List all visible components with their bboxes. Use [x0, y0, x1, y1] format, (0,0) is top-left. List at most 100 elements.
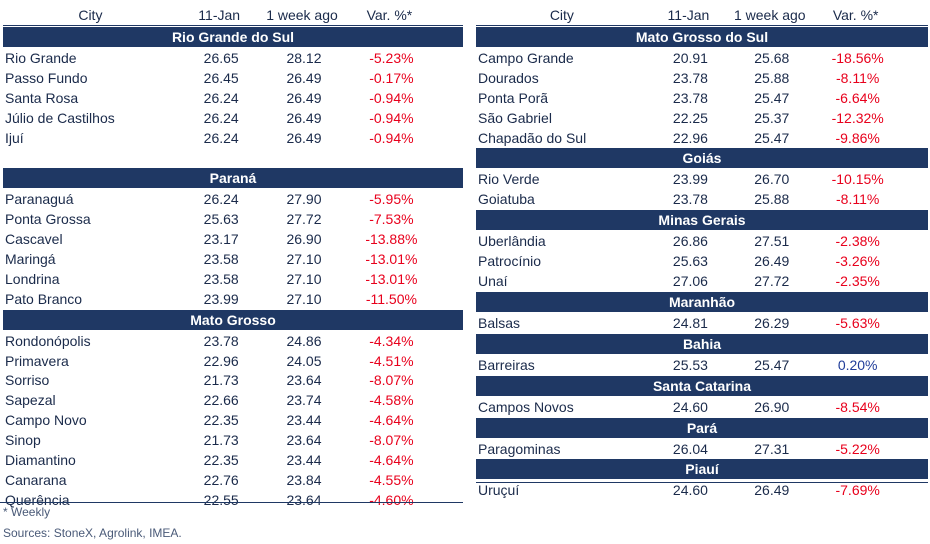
city-name: Uberlândia	[478, 233, 546, 250]
price-current: 22.66	[203, 392, 239, 409]
table-row: Cascavel 23.17 26.90 -13.88%	[3, 229, 463, 249]
price-variation: -5.22%	[835, 440, 880, 457]
price-current: 26.65	[203, 49, 239, 66]
price-week-ago: 25.47	[754, 89, 790, 106]
table-row: Unaí 27.06 27.72 -2.35%	[476, 271, 928, 291]
price-current: 23.99	[672, 171, 708, 188]
price-variation: -4.58%	[369, 392, 414, 409]
price-current: 26.04	[672, 440, 708, 457]
price-week-ago: 27.10	[286, 250, 322, 267]
price-week-ago: 26.29	[754, 314, 790, 331]
table-row: Querência 22.55 23.64 -4.60%	[3, 490, 463, 510]
table-row: Primavera 22.96 24.05 -4.51%	[3, 351, 463, 371]
price-variation: -4.51%	[369, 352, 414, 369]
header-week-ago: 1 week ago	[733, 6, 806, 23]
city-name: Pato Branco	[5, 290, 83, 307]
city-name: Rondonópolis	[5, 332, 91, 349]
price-current: 25.63	[203, 211, 239, 228]
table-row: Barreiras 25.53 25.47 0.20%	[476, 355, 928, 375]
section-header: Mato Grosso do Sul	[476, 27, 928, 47]
city-name: Barreiras	[478, 356, 535, 373]
price-variation: -5.23%	[369, 49, 414, 66]
price-week-ago: 27.31	[754, 440, 790, 457]
price-week-ago: 26.49	[286, 109, 322, 126]
price-week-ago: 23.64	[286, 491, 322, 508]
table-row: Rondonópolis 23.78 24.86 -4.34%	[3, 331, 463, 351]
price-current: 22.25	[672, 109, 708, 126]
city-name: Rio Grande	[5, 49, 77, 66]
header-city: City	[549, 6, 574, 23]
price-current: 22.96	[672, 129, 708, 146]
price-current: 23.78	[203, 332, 239, 349]
price-current: 26.24	[203, 191, 239, 208]
footnote-sources: Sources: StoneX, Agrolink, IMEA.	[3, 526, 182, 540]
price-current: 24.60	[672, 482, 708, 499]
price-week-ago: 25.68	[754, 49, 790, 66]
city-name: Goiatuba	[478, 191, 535, 208]
price-week-ago: 23.84	[286, 471, 322, 488]
price-variation: -8.07%	[369, 432, 414, 449]
table-row: Pato Branco 23.99 27.10 -11.50%	[3, 289, 463, 309]
price-current: 26.45	[203, 69, 239, 86]
price-week-ago: 23.44	[286, 412, 322, 429]
table-row: Dourados 23.78 25.88 -8.11%	[476, 68, 928, 88]
price-variation: -2.38%	[835, 233, 880, 250]
table-row: Patrocínio 25.63 26.49 -3.26%	[476, 251, 928, 271]
table-row: Chapadão do Sul 22.96 25.47 -9.86%	[476, 128, 928, 148]
table-row: São Gabriel 22.25 25.37 -12.32%	[476, 108, 928, 128]
price-week-ago: 28.12	[286, 49, 322, 66]
price-variation: -13.01%	[365, 270, 418, 287]
price-week-ago: 25.88	[754, 191, 790, 208]
price-week-ago: 27.10	[286, 290, 322, 307]
price-week-ago: 26.70	[754, 171, 790, 188]
city-name: Rio Verde	[478, 171, 540, 188]
price-current: 25.63	[672, 253, 708, 270]
price-variation: -8.07%	[369, 372, 414, 389]
price-week-ago: 27.51	[754, 233, 790, 250]
price-week-ago: 27.10	[286, 270, 322, 287]
price-current: 20.91	[672, 49, 708, 66]
city-name: Campo Grande	[478, 49, 574, 66]
table-header-row: City 11-Jan 1 week ago Var. %*	[476, 4, 928, 26]
price-variation: -0.17%	[369, 69, 414, 86]
price-variation: -0.94%	[369, 129, 414, 146]
section-header: Pará	[476, 417, 928, 438]
table-row: Diamantino 22.35 23.44 -4.64%	[3, 450, 463, 470]
city-name: Passo Fundo	[5, 69, 88, 86]
price-week-ago: 26.49	[286, 69, 322, 86]
table-row: Ponta Porã 23.78 25.47 -6.64%	[476, 88, 928, 108]
table-row: Campo Grande 20.91 25.68 -18.56%	[476, 48, 928, 68]
price-current: 21.73	[203, 372, 239, 389]
price-current: 23.78	[672, 69, 708, 86]
table-row: Sorriso 21.73 23.64 -8.07%	[3, 370, 463, 390]
price-variation: -13.88%	[365, 231, 418, 248]
price-week-ago: 26.49	[286, 89, 322, 106]
price-week-ago: 25.47	[754, 356, 790, 373]
price-week-ago: 24.86	[286, 332, 322, 349]
price-variation: -6.64%	[835, 89, 880, 106]
price-week-ago: 23.64	[286, 372, 322, 389]
price-variation: -18.56%	[831, 49, 884, 66]
city-name: Primavera	[5, 352, 69, 369]
city-name: Ponta Porã	[478, 89, 549, 106]
price-variation: -4.60%	[369, 491, 414, 508]
price-variation: -10.15%	[831, 171, 884, 188]
city-name: Cascavel	[5, 231, 63, 248]
city-name: Sorriso	[5, 372, 50, 389]
price-current: 24.60	[672, 398, 708, 415]
header-date: 11-Jan	[667, 6, 710, 23]
price-variation: -11.50%	[365, 290, 417, 307]
price-variation: -7.69%	[835, 482, 880, 499]
city-name: Sinop	[5, 432, 41, 449]
city-name: Unaí	[478, 272, 508, 289]
city-name: Sapezal	[5, 392, 56, 409]
price-variation: -7.53%	[369, 211, 414, 228]
section-header: Paraná	[3, 168, 463, 189]
price-current: 26.24	[203, 109, 239, 126]
price-variation: -0.94%	[369, 89, 414, 106]
header-date: 11-Jan	[198, 6, 241, 23]
section-header: Rio Grande do Sul	[3, 27, 463, 47]
city-name: Canarana	[5, 471, 67, 488]
price-week-ago: 27.72	[754, 272, 790, 289]
price-variation: -4.64%	[369, 412, 414, 429]
